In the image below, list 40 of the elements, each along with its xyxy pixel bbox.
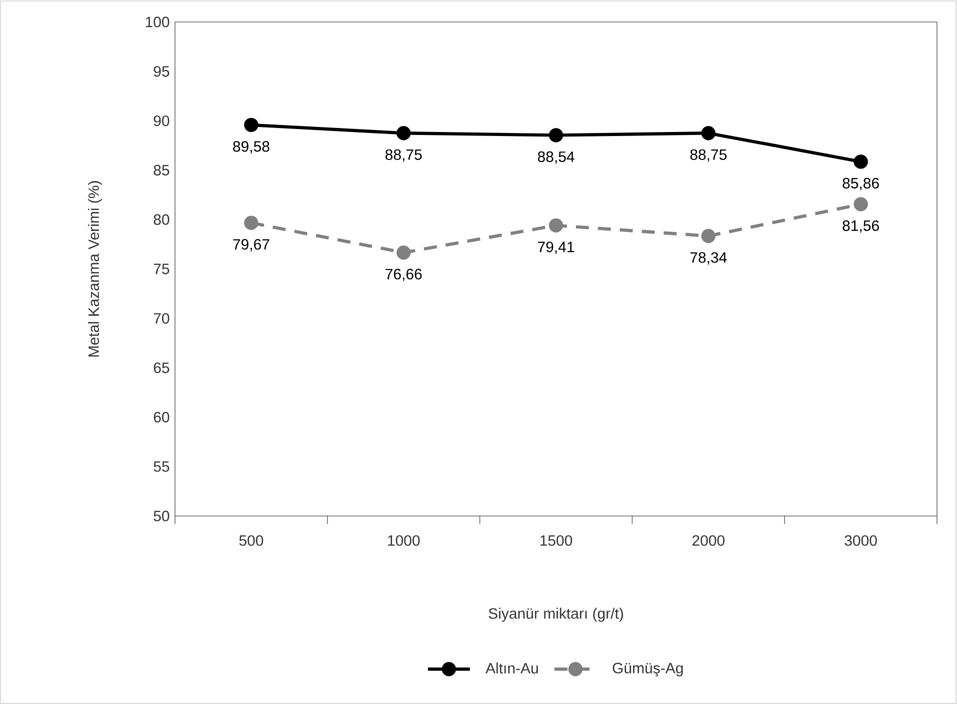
point [244,118,258,132]
point [854,197,868,212]
y-tick-label: 65 [154,362,170,374]
y-tick-label: 85 [154,164,170,176]
y-tick-label: 50 [154,510,170,522]
data-label: 78,34 [690,252,727,265]
point [396,245,411,260]
data-label: 79,67 [233,239,270,252]
point [701,228,716,244]
x-tick-label: 1500 [540,535,572,546]
y-axis-title: Metal Kazanma Verimi (%) [88,181,102,357]
y-tick-label: 75 [154,264,170,274]
y-tick-label: 70 [154,313,170,324]
data-label: 89,58 [233,141,270,154]
legend-label: Altın-Au [486,662,538,674]
x-tick-label: 2000 [692,535,724,546]
point [854,154,868,169]
y-tick-label: 60 [154,412,170,422]
legend-label: Gümüş-Ag [612,662,683,676]
y-tick-label: 95 [154,66,170,77]
data-label: 88,54 [538,151,574,164]
point [701,126,716,140]
data-label: 79,41 [538,242,574,254]
y-tick-label: 55 [154,461,170,472]
data-label: 81,56 [842,220,879,233]
point [548,218,564,233]
point [548,128,564,142]
x-tick-label: 3000 [844,535,877,546]
point [244,216,258,230]
data-label: 76,66 [386,268,422,282]
data-label: 88,75 [690,149,727,162]
x-axis-title: Siyanür miktarı (gr/t) [488,608,623,622]
data-label: 85,86 [842,178,879,190]
y-tick-label: 100 [146,16,170,28]
y-tick-label: 80 [154,214,170,225]
point [396,126,411,140]
data-label: 88,75 [385,149,422,162]
y-tick-label: 90 [154,115,170,126]
x-tick-label: 1000 [388,535,420,546]
x-tick-label: 500 [239,535,264,546]
